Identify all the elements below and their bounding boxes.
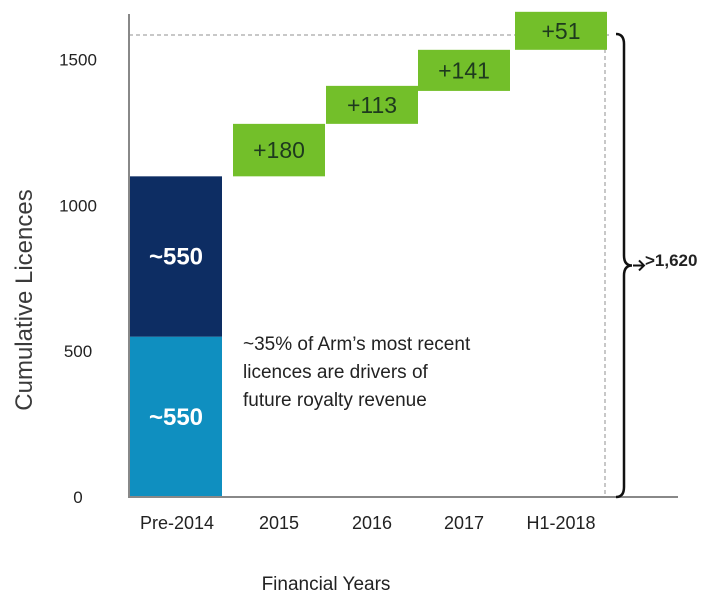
x-tick-label-0: Pre-2014 <box>140 513 214 533</box>
y-tick-label-0: 0 <box>73 488 82 507</box>
x-tick-label-4: H1-2018 <box>526 513 595 533</box>
labels-layer: 0 500 1000 1500 ~550 ~550 +180 +113 +141 +51 Pre-2… <box>59 18 595 533</box>
increment-label-H1-2018: +51 <box>541 18 580 44</box>
total-brace <box>615 32 633 499</box>
total-arrow-icon <box>633 259 646 272</box>
bars-layer <box>130 11 607 497</box>
increment-label-2015: +180 <box>253 137 305 163</box>
annotation-line-1: ~35% of Arm’s most recent <box>243 334 471 355</box>
y-tick-label-500: 500 <box>64 342 92 361</box>
increment-label-2017: +141 <box>438 57 490 83</box>
x-tick-label-2: 2016 <box>352 513 392 533</box>
y-tick-label-1500: 1500 <box>59 51 97 70</box>
y-axis-label: Cumulative Licences <box>11 189 38 410</box>
x-tick-label-3: 2017 <box>444 513 484 533</box>
annotation-line-2: licences are drivers of <box>243 362 429 383</box>
increment-bar-H1-2018 <box>515 11 607 50</box>
x-axis-label: Financial Years <box>262 574 391 595</box>
annotation-line-3: future royalty revenue <box>243 390 427 411</box>
increment-bar-2017 <box>418 49 510 91</box>
total-label: >1,620 <box>645 251 697 270</box>
increment-bar-2015 <box>233 123 325 177</box>
x-tick-label-1: 2015 <box>259 513 299 533</box>
base-segment-label-1: ~550 <box>149 404 203 431</box>
base-bar-segment-2 <box>130 176 222 337</box>
axes-layer <box>128 14 678 499</box>
increment-bar-2016 <box>326 85 418 124</box>
y-tick-label-1000: 1000 <box>59 196 97 215</box>
base-bar-segment-1 <box>130 336 222 497</box>
increment-label-2016: +113 <box>347 92 397 118</box>
base-segment-label-2: ~550 <box>149 244 203 271</box>
